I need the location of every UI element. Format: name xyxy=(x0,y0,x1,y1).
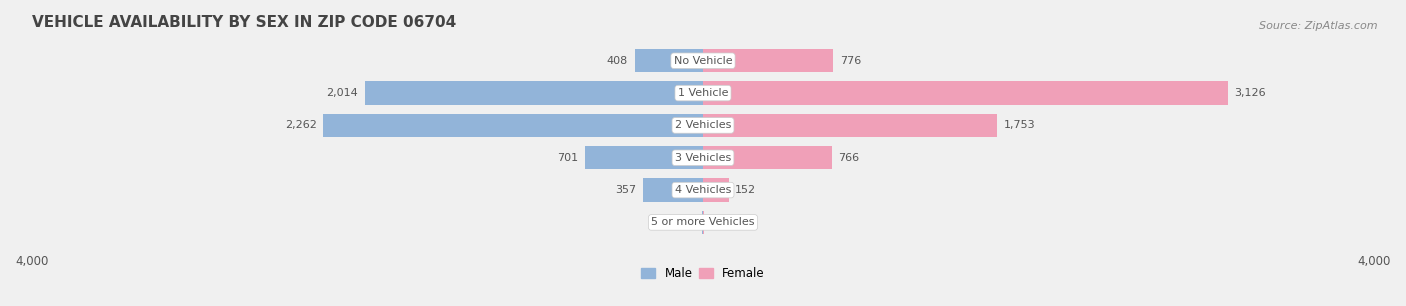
Bar xyxy=(703,49,834,73)
Text: 357: 357 xyxy=(616,185,637,195)
FancyBboxPatch shape xyxy=(32,77,1374,109)
Text: 701: 701 xyxy=(558,153,579,163)
FancyBboxPatch shape xyxy=(32,45,1374,76)
Bar xyxy=(643,178,703,202)
FancyBboxPatch shape xyxy=(32,110,1374,141)
Text: 6: 6 xyxy=(689,218,696,227)
Legend: Male, Female: Male, Female xyxy=(637,262,769,285)
Text: VEHICLE AVAILABILITY BY SEX IN ZIP CODE 06704: VEHICLE AVAILABILITY BY SEX IN ZIP CODE … xyxy=(32,15,456,30)
Bar xyxy=(634,49,703,73)
Text: 4 Vehicles: 4 Vehicles xyxy=(675,185,731,195)
Text: 5 or more Vehicles: 5 or more Vehicles xyxy=(651,218,755,227)
FancyBboxPatch shape xyxy=(32,142,1374,173)
Text: 2,014: 2,014 xyxy=(326,88,359,98)
Text: 766: 766 xyxy=(838,153,859,163)
Text: No Vehicle: No Vehicle xyxy=(673,56,733,66)
Text: 2 Vehicles: 2 Vehicles xyxy=(675,121,731,130)
Text: 6: 6 xyxy=(710,218,717,227)
Text: 3,126: 3,126 xyxy=(1234,88,1265,98)
Bar xyxy=(585,146,703,170)
Text: 1 Vehicle: 1 Vehicle xyxy=(678,88,728,98)
Text: 2,262: 2,262 xyxy=(285,121,316,130)
Text: 1,753: 1,753 xyxy=(1004,121,1036,130)
Text: 776: 776 xyxy=(839,56,862,66)
Bar xyxy=(703,146,831,170)
Bar xyxy=(366,81,703,105)
Text: 152: 152 xyxy=(735,185,756,195)
Text: 408: 408 xyxy=(606,56,628,66)
Bar xyxy=(703,114,997,137)
Bar xyxy=(703,81,1227,105)
Bar xyxy=(703,178,728,202)
Bar xyxy=(323,114,703,137)
FancyBboxPatch shape xyxy=(32,207,1374,238)
Text: Source: ZipAtlas.com: Source: ZipAtlas.com xyxy=(1260,21,1378,32)
Text: 3 Vehicles: 3 Vehicles xyxy=(675,153,731,163)
FancyBboxPatch shape xyxy=(32,174,1374,206)
